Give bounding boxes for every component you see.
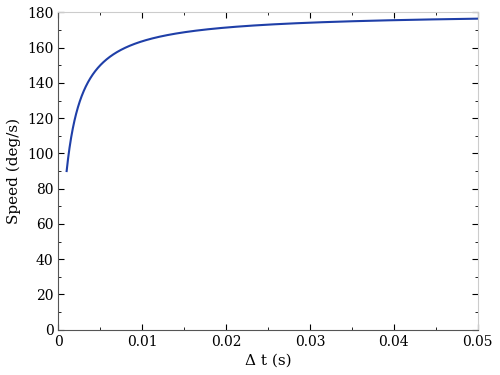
X-axis label: Δ t (s): Δ t (s) (244, 354, 292, 368)
Y-axis label: Speed (deg/s): Speed (deg/s) (7, 118, 22, 224)
